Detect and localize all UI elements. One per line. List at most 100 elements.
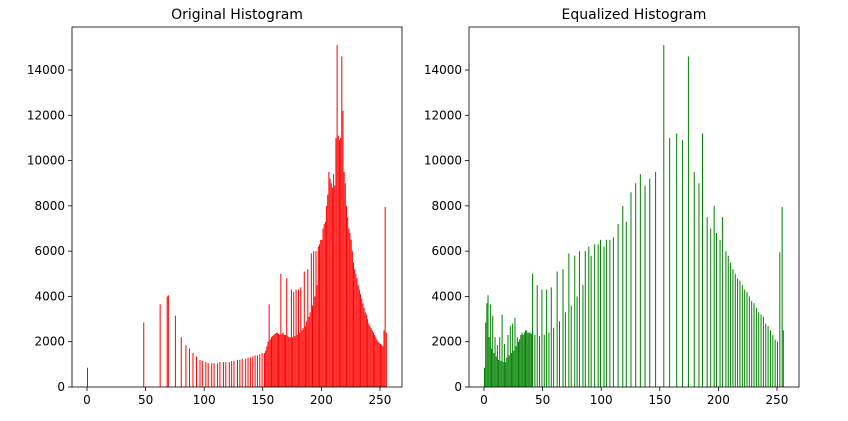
bar <box>493 353 495 387</box>
bar <box>491 348 493 387</box>
bar <box>375 337 377 387</box>
bar <box>721 217 723 387</box>
bar <box>312 305 313 387</box>
bar <box>744 289 746 387</box>
y-tick-label: 10000 <box>27 154 65 168</box>
bar <box>383 330 385 387</box>
bar <box>261 353 263 387</box>
bar <box>354 269 356 387</box>
bar <box>327 194 329 387</box>
bar <box>507 334 509 387</box>
bar <box>321 239 323 387</box>
bar <box>317 246 319 387</box>
bar <box>600 239 602 387</box>
bar <box>347 217 349 387</box>
bar <box>222 362 224 387</box>
bar <box>370 328 372 387</box>
bar <box>379 343 381 387</box>
bar <box>188 348 190 387</box>
bar <box>174 315 176 387</box>
bar <box>521 332 523 387</box>
bar <box>495 356 497 387</box>
bar <box>335 137 337 387</box>
bar <box>330 183 332 387</box>
bar <box>494 337 496 387</box>
bar <box>765 323 767 387</box>
bar <box>509 325 511 387</box>
bar <box>725 251 727 387</box>
bar <box>307 269 309 387</box>
bar <box>719 239 721 387</box>
bar <box>355 273 357 387</box>
bar <box>166 296 168 387</box>
bar <box>267 341 269 387</box>
x-tick-label: 100 <box>193 393 216 407</box>
bar <box>343 171 345 387</box>
chart-title: Original Histogram <box>171 7 303 23</box>
bar <box>351 251 353 387</box>
bar <box>362 303 364 387</box>
bar <box>570 305 572 387</box>
bar <box>306 321 308 387</box>
bar <box>772 334 774 387</box>
bar <box>268 304 270 387</box>
bar <box>590 255 592 387</box>
bar <box>331 187 333 387</box>
bar <box>693 171 695 387</box>
bar <box>605 239 607 387</box>
bar <box>323 223 325 387</box>
bar <box>767 325 769 387</box>
bar <box>510 353 512 387</box>
bar <box>363 307 365 387</box>
bar <box>296 334 298 387</box>
bar <box>295 289 297 387</box>
bar <box>584 251 586 387</box>
bar <box>247 357 249 387</box>
bar <box>341 56 343 388</box>
bar <box>297 289 299 387</box>
y-tick-label: 2000 <box>34 335 65 349</box>
bar <box>536 285 538 387</box>
bar <box>287 336 289 387</box>
bar <box>344 183 346 387</box>
bar <box>588 246 590 387</box>
bar <box>211 363 213 387</box>
bar <box>782 330 784 387</box>
bar <box>530 333 532 387</box>
y-tick-label: 2000 <box>431 335 462 349</box>
y-tick-label: 12000 <box>27 108 65 122</box>
bar <box>512 323 514 387</box>
bar <box>365 314 367 387</box>
bar <box>701 133 703 387</box>
bar <box>484 367 485 387</box>
bar <box>758 312 760 387</box>
bar <box>281 333 283 387</box>
bar <box>207 363 209 387</box>
bar <box>289 337 291 387</box>
y-tick-label: 6000 <box>431 244 462 258</box>
bar <box>241 358 243 387</box>
bar <box>553 328 555 387</box>
bar <box>485 322 487 387</box>
bar <box>195 356 197 387</box>
bar <box>748 296 750 387</box>
bar <box>340 137 342 387</box>
bar <box>269 339 271 387</box>
bar <box>625 221 627 387</box>
bar <box>337 135 339 387</box>
bar <box>716 233 718 387</box>
bar <box>503 343 505 387</box>
bar <box>266 346 268 387</box>
bar <box>492 315 494 387</box>
bar <box>622 205 624 387</box>
x-tick-label: 0 <box>480 393 488 407</box>
bar <box>514 317 516 387</box>
bar <box>372 332 374 387</box>
bar <box>143 322 145 387</box>
y-tick-label: 4000 <box>431 289 462 303</box>
bar <box>376 339 378 387</box>
bar <box>732 269 734 387</box>
bar <box>574 255 576 387</box>
bar <box>609 239 611 387</box>
bar <box>498 359 500 387</box>
